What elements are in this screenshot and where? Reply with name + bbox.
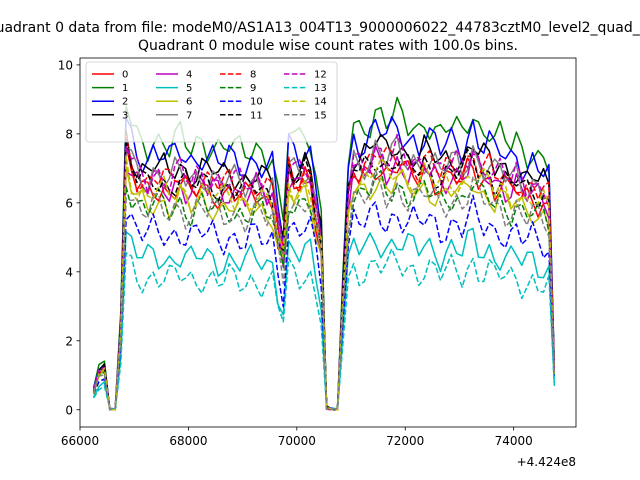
legend-label-7: 7 bbox=[186, 110, 192, 121]
x-tick-label: 74000 bbox=[495, 434, 533, 448]
y-tick-label: 6 bbox=[65, 196, 73, 210]
chart-title: Quadrant 0 module wise count rates with … bbox=[138, 38, 518, 54]
y-tick-label: 4 bbox=[65, 265, 73, 279]
legend-label-3: 3 bbox=[122, 110, 128, 121]
legend-label-11: 11 bbox=[250, 110, 263, 121]
plot-lines bbox=[92, 96, 556, 411]
y-tick-label: 10 bbox=[58, 58, 73, 72]
legend-label-15: 15 bbox=[314, 110, 327, 121]
legend-label-0: 0 bbox=[122, 70, 128, 81]
legend-box bbox=[85, 61, 338, 143]
legend-label-5: 5 bbox=[186, 83, 192, 94]
y-tick-label: 8 bbox=[65, 127, 73, 141]
series-line-13 bbox=[92, 248, 556, 411]
series-line-10 bbox=[92, 194, 556, 411]
legend-label-9: 9 bbox=[250, 83, 256, 94]
legend-label-12: 12 bbox=[314, 70, 327, 81]
x-tick-label: 68000 bbox=[169, 434, 207, 448]
x-tick-label: 70000 bbox=[278, 434, 316, 448]
y-tick-label: 2 bbox=[65, 334, 73, 348]
x-offset-label: +4.424e8 bbox=[517, 455, 576, 469]
legend-label-6: 6 bbox=[186, 97, 192, 108]
legend-label-10: 10 bbox=[250, 97, 263, 108]
series-line-15 bbox=[92, 169, 556, 411]
legend-label-8: 8 bbox=[250, 70, 256, 81]
y-tick-label: 0 bbox=[65, 403, 73, 417]
legend-label-2: 2 bbox=[122, 97, 128, 108]
x-tick-label: 72000 bbox=[386, 434, 424, 448]
plot-frame bbox=[79, 57, 577, 428]
legend-label-1: 1 bbox=[122, 83, 128, 94]
legend-label-14: 14 bbox=[314, 97, 327, 108]
x-tick-label: 66000 bbox=[61, 434, 99, 448]
legend-label-13: 13 bbox=[314, 83, 327, 94]
figure-suptitle: Plot of Quadrant 0 data from file: modeM… bbox=[0, 20, 640, 36]
legend-label-4: 4 bbox=[186, 70, 192, 81]
